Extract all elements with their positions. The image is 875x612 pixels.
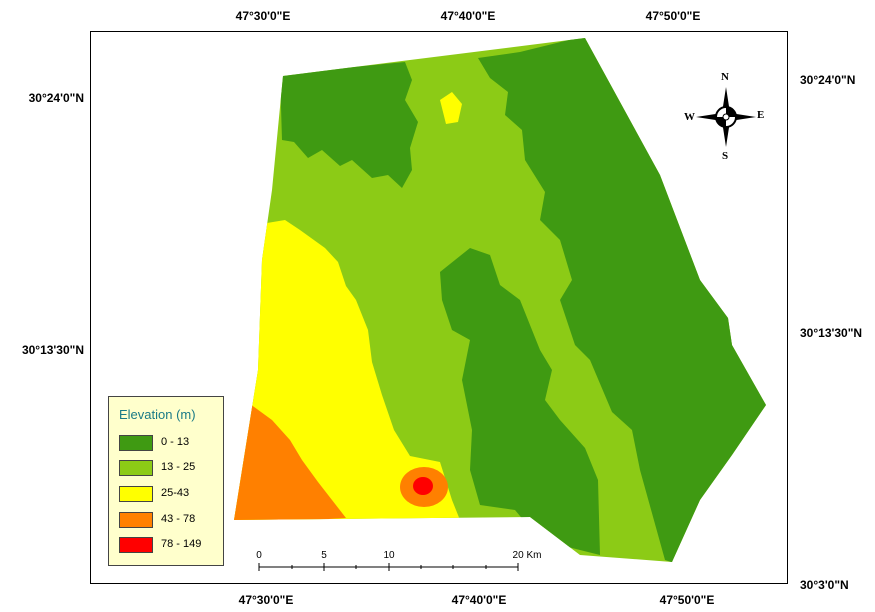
compass-east-label: E <box>757 109 765 121</box>
compass-west-label: W <box>684 111 695 123</box>
bottom-longitude-label-3: 47°50'0"E <box>659 593 715 607</box>
legend-swatch-13-25 <box>119 460 153 476</box>
right-latitude-label-1: 30°24'0"N <box>800 73 856 87</box>
scale-label-0: 0 <box>256 550 262 561</box>
right-latitude-label-3: 30°3'0"N <box>800 578 849 592</box>
legend-item-78-149: 78 - 149 <box>119 537 219 555</box>
elevation-legend: Elevation (m) 0 - 13 13 - 25 25-43 43 - … <box>108 396 224 566</box>
legend-label-0-13: 0 - 13 <box>161 436 190 448</box>
legend-label-78-149: 78 - 149 <box>161 538 202 550</box>
legend-item-43-78: 43 - 78 <box>119 512 219 530</box>
legend-label-43-78: 43 - 78 <box>161 513 196 525</box>
zone-0-13-northwest <box>280 62 418 188</box>
legend-swatch-78-149 <box>119 537 153 553</box>
top-longitude-label-3: 47°50'0"E <box>645 9 701 23</box>
scale-label-10: 10 <box>383 550 395 561</box>
bottom-longitude-label-1: 47°30'0"E <box>238 593 294 607</box>
legend-label-25-43: 25-43 <box>161 487 190 499</box>
legend-label-13-25: 13 - 25 <box>161 461 196 473</box>
legend-title: Elevation (m) <box>119 407 196 422</box>
legend-swatch-0-13 <box>119 435 153 451</box>
compass-south-label: S <box>722 150 729 162</box>
scale-label-20: 20 Km <box>512 550 542 561</box>
legend-swatch-43-78 <box>119 512 153 528</box>
zone-78-149-peak <box>413 477 433 495</box>
zone-0-13-east <box>478 38 766 562</box>
zone-43-78-southwest <box>234 404 346 525</box>
zone-25-43-speckle <box>440 92 462 124</box>
left-latitude-label-1: 30°24'0"N <box>28 91 84 105</box>
compass-north-label: N <box>721 71 729 83</box>
left-latitude-label-2: 30°13'30"N <box>21 343 84 357</box>
right-latitude-label-2: 30°13'30"N <box>800 326 863 340</box>
legend-item-25-43: 25-43 <box>119 486 219 504</box>
legend-swatch-25-43 <box>119 486 153 502</box>
top-longitude-label-1: 47°30'0"E <box>235 9 291 23</box>
scale-label-5: 5 <box>321 550 327 561</box>
north-arrow-icon <box>696 87 756 147</box>
legend-item-13-25: 13 - 25 <box>119 460 219 478</box>
bottom-longitude-label-2: 47°40'0"E <box>451 593 507 607</box>
legend-item-0-13: 0 - 13 <box>119 435 219 453</box>
zone-0-13-central <box>440 248 600 555</box>
scale-bar <box>258 563 519 571</box>
top-longitude-label-2: 47°40'0"E <box>440 9 496 23</box>
